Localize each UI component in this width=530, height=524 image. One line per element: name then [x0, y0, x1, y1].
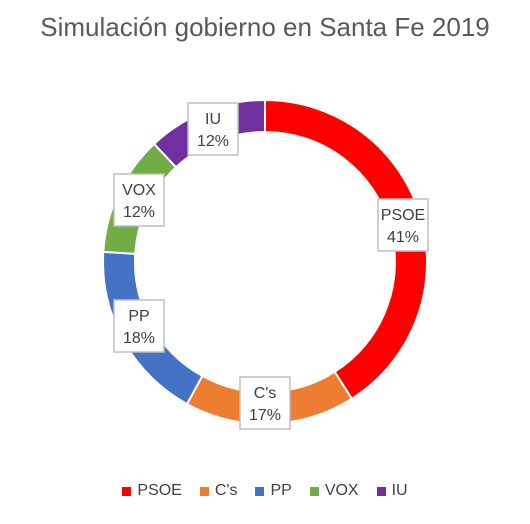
legend-swatch [376, 486, 386, 496]
legend-item-cs: C's [199, 482, 238, 500]
data-label-name: IU [205, 111, 221, 128]
chart-title: Simulación gobierno en Santa Fe 2019 [40, 12, 490, 42]
data-label-name: PP [128, 308, 149, 325]
legend-item-psoe: PSOE [122, 482, 182, 500]
legend-item-vox: VOX [309, 482, 359, 500]
legend-swatch [255, 486, 265, 496]
data-label-pp: PP 18% [113, 299, 165, 353]
data-label-name: PSOE [381, 207, 425, 224]
legend-label: VOX [324, 482, 359, 499]
legend-label: PSOE [137, 482, 182, 499]
data-label-psoe: PSOE 41% [377, 198, 429, 252]
data-label-cs: C's 17% [239, 376, 291, 430]
data-label-name: VOX [122, 182, 156, 199]
data-label-percent: 17% [249, 407, 281, 424]
data-label-percent: 12% [123, 204, 155, 221]
legend-item-pp: PP [255, 482, 292, 500]
data-label-percent: 12% [197, 133, 229, 150]
legend-label: C's [214, 482, 238, 499]
data-label-iu: IU 12% [187, 102, 239, 156]
legend-label: PP [270, 482, 292, 499]
legend-swatch [199, 486, 209, 496]
data-label-vox: VOX 12% [113, 173, 165, 227]
legend-item-iu: IU [376, 482, 408, 500]
legend-swatch [122, 486, 132, 496]
legend: PSOE C's PP VOX IU [0, 482, 530, 500]
data-label-percent: 18% [123, 330, 155, 347]
data-label-percent: 41% [387, 229, 419, 246]
legend-label: IU [391, 482, 408, 499]
data-label-name: C's [254, 385, 277, 402]
legend-swatch [309, 486, 319, 496]
